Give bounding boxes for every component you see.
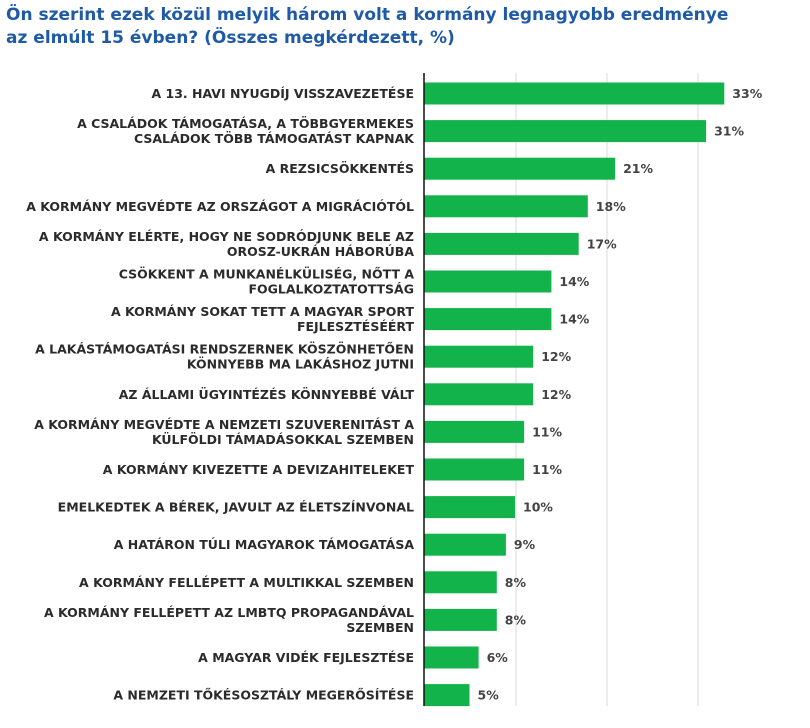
value-label: 12%	[541, 387, 571, 402]
value-label: 31%	[714, 124, 744, 139]
category-label: A KORMÁNY MEGVÉDTE A NEMZETI SZUVERENITÁ…	[34, 417, 414, 447]
bar	[424, 608, 497, 631]
bar	[424, 270, 552, 293]
value-label: 5%	[478, 688, 500, 703]
value-label: 6%	[487, 650, 509, 665]
category-label-line: A REZSICSÖKKENTÉS	[266, 161, 414, 176]
bar	[424, 420, 525, 443]
value-label: 8%	[505, 575, 527, 590]
bar	[424, 232, 579, 255]
value-label: 14%	[559, 274, 589, 289]
category-label-line: A 13. HAVI NYUGDÍJ VISSZAVEZETÉSE	[151, 86, 414, 101]
category-label: AZ ÁLLAMI ÜGYINTÉZÉS KÖNNYEBBÉ VÁLT	[119, 387, 415, 402]
category-label-line: AZ ÁLLAMI ÜGYINTÉZÉS KÖNNYEBBÉ VÁLT	[119, 387, 415, 402]
category-label: A NEMZETI TŐKÉSOSZTÁLY MEGERŐSÍTÉSE	[113, 688, 414, 703]
value-label: 12%	[541, 349, 571, 364]
category-label-line: KÜLFÖLDI TÁMADÁSOKKAL SZEMBEN	[152, 432, 414, 447]
category-label: EMELKEDTEK A BÉREK, JAVULT AZ ÉLETSZÍNVO…	[58, 500, 414, 515]
category-label: A CSALÁDOK TÁMOGATÁSA, A TÖBBGYERMEKES CS…	[77, 116, 415, 146]
category-label-line: CSALÁDOK TÖBB TÁMOGATÁST KAPNAK	[134, 131, 415, 146]
value-label: 11%	[532, 424, 562, 439]
bar	[424, 684, 470, 707]
value-label: 33%	[732, 86, 762, 101]
category-label: A KORMÁNY FELLÉPETT AZ LMBTQ PROPAGANDÁV…	[44, 605, 414, 635]
category-label-line: A HATÁRON TÚLI MAGYAROK TÁMOGATÁSA	[114, 537, 415, 552]
category-label-line: A KORMÁNY FELLÉPETT AZ LMBTQ PROPAGANDÁV…	[44, 605, 414, 620]
category-label: A KORMÁNY ELÉRTE, HOGY NE SODRÓDJUNK BEL…	[39, 229, 414, 259]
chart-title-line-1: Ön szerint ezek közül melyik három volt …	[6, 5, 729, 25]
value-label: 14%	[559, 312, 589, 327]
bar	[424, 458, 525, 481]
chart-title-line-2: az elmúlt 15 évben? (Összes megkérdezett…	[6, 28, 455, 48]
chart-title: Ön szerint ezek közül melyik három volt …	[6, 4, 786, 50]
bar	[424, 571, 497, 594]
category-label-line: A KORMÁNY MEGVÉDTE AZ ORSZÁGOT A MIGRÁCI…	[26, 199, 414, 214]
value-label: 8%	[505, 612, 527, 627]
category-label: A KORMÁNY FELLÉPETT A MULTIKKAL SZEMBEN	[79, 575, 414, 590]
category-label: CSÖKKENT A MUNKANÉLKÜLISÉG, NŐTT A FOGLAL…	[119, 267, 415, 297]
category-label: A KORMÁNY SOKAT TETT A MAGYAR SPORT FEJLE…	[111, 304, 415, 334]
category-label-line: A KORMÁNY KIVEZETTE A DEVIZAHITELEKET	[103, 462, 415, 477]
bar	[424, 82, 725, 105]
category-label-line: A KORMÁNY SOKAT TETT A MAGYAR SPORT	[111, 304, 415, 319]
category-label-line: KÖNNYEBB MA LAKÁSHOZ JUTNI	[187, 357, 414, 372]
value-label: 9%	[514, 537, 536, 552]
category-label-line: OROSZ-UKRÁN HÁBORÚBA	[227, 244, 414, 259]
category-label-line: A KORMÁNY MEGVÉDTE A NEMZETI SZUVERENITÁ…	[34, 417, 414, 432]
category-label-line: CSÖKKENT A MUNKANÉLKÜLISÉG, NŐTT A	[119, 267, 415, 282]
value-label: 10%	[523, 500, 553, 515]
category-label: A HATÁRON TÚLI MAGYAROK TÁMOGATÁSA	[114, 537, 415, 552]
value-labels: 33% 31% 21% 18% 17% 14% 14% 12% 12% 11% 11% 10% 9% 8%…	[478, 86, 763, 703]
category-label: A REZSICSÖKKENTÉS	[266, 161, 414, 176]
category-label-line: A KORMÁNY ELÉRTE, HOGY NE SODRÓDJUNK BEL…	[39, 229, 414, 244]
category-label-line: SZEMBEN	[346, 620, 414, 635]
category-label-line: A CSALÁDOK TÁMOGATÁSA, A TÖBBGYERMEKES	[77, 116, 414, 131]
value-label: 21%	[623, 161, 653, 176]
category-label: A 13. HAVI NYUGDÍJ VISSZAVEZETÉSE	[151, 86, 414, 101]
bar	[424, 157, 616, 180]
category-label: A MAGYAR VIDÉK FEJLESZTÉSE	[198, 650, 414, 665]
category-label-line: EMELKEDTEK A BÉREK, JAVULT AZ ÉLETSZÍNVO…	[58, 500, 414, 515]
bars	[424, 82, 725, 707]
category-label-line: A MAGYAR VIDÉK FEJLESZTÉSE	[198, 650, 414, 665]
category-label: A KORMÁNY MEGVÉDTE AZ ORSZÁGOT A MIGRÁCI…	[26, 199, 414, 214]
bar	[424, 120, 707, 143]
category-label-line: A NEMZETI TŐKÉSOSZTÁLY MEGERŐSÍTÉSE	[113, 688, 414, 703]
bar	[424, 533, 506, 556]
bar	[424, 195, 588, 218]
category-label-line: A KORMÁNY FELLÉPETT A MULTIKKAL SZEMBEN	[79, 575, 414, 590]
category-label-line: FEJLESZTÉSÉÉRT	[297, 319, 415, 334]
bar	[424, 646, 479, 669]
bar	[424, 345, 534, 368]
bar	[424, 308, 552, 331]
value-label: 18%	[596, 199, 626, 214]
value-label: 11%	[532, 462, 562, 477]
category-label-line: FOGLALKOZTATOTTSÁG	[248, 282, 414, 297]
bar	[424, 383, 534, 406]
value-label: 17%	[587, 236, 617, 251]
category-label: A LAKÁSTÁMOGATÁSI RENDSZERNEK KÖSZÖNHETŐ…	[35, 342, 414, 372]
bar	[424, 496, 515, 519]
category-label-line: A LAKÁSTÁMOGATÁSI RENDSZERNEK KÖSZÖNHETŐ…	[35, 342, 414, 357]
category-labels: A 13. HAVI NYUGDÍJ VISSZAVEZETÉSE A CSALÁ…	[26, 86, 415, 703]
category-label: A KORMÁNY KIVEZETTE A DEVIZAHITELEKET	[103, 462, 415, 477]
